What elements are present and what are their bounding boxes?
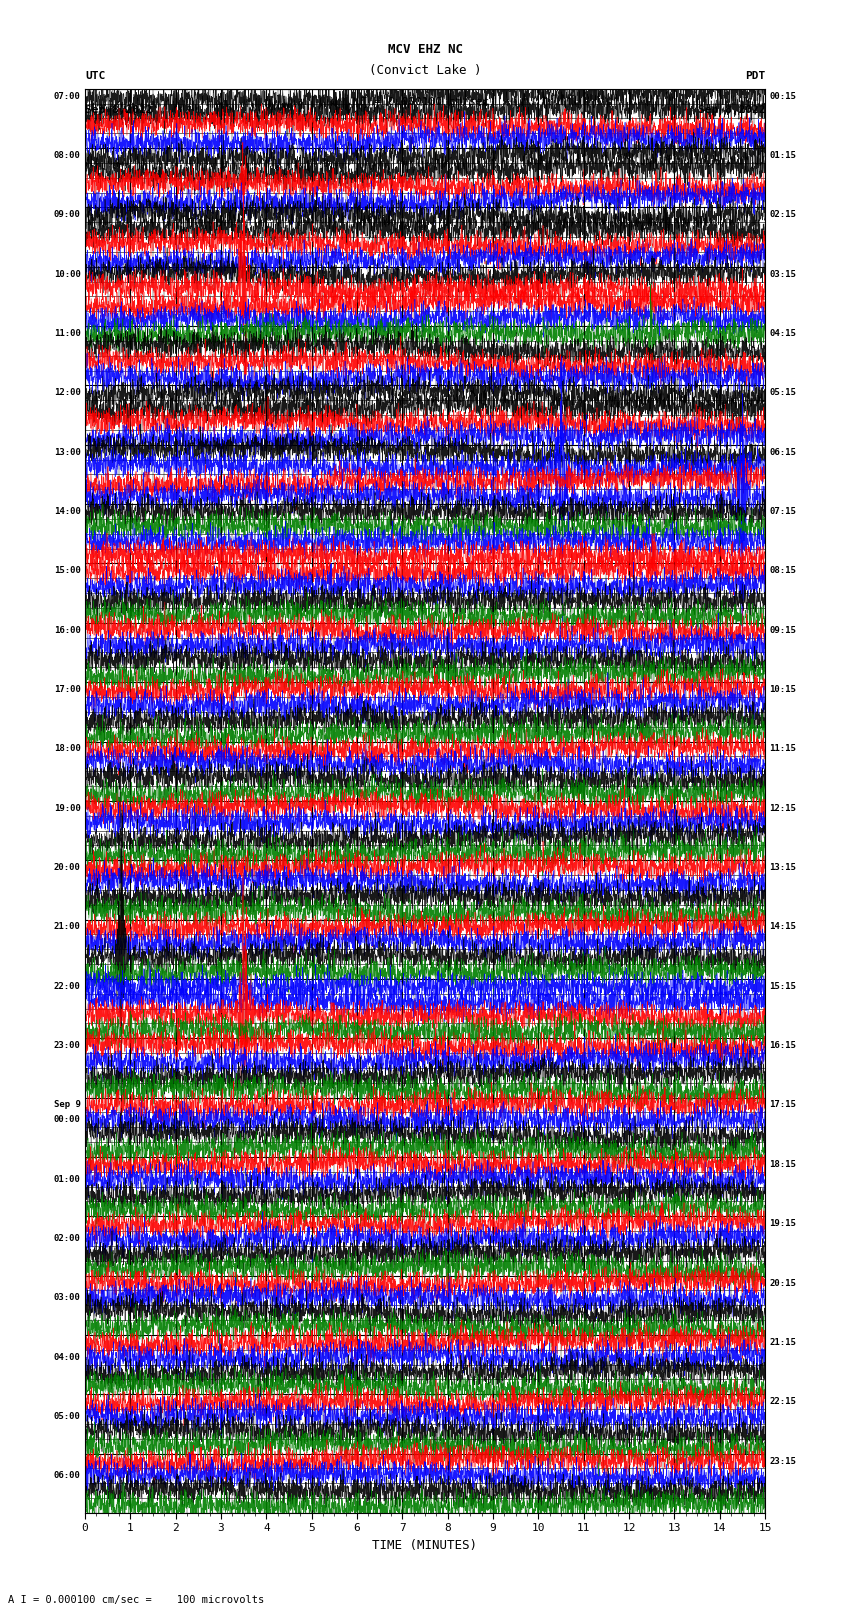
Text: 17:00: 17:00: [54, 686, 81, 694]
Text: 02:15: 02:15: [769, 210, 796, 219]
Text: 08:15: 08:15: [769, 566, 796, 576]
Text: 15:00: 15:00: [54, 566, 81, 576]
Text: 21:15: 21:15: [769, 1337, 796, 1347]
Text: 12:00: 12:00: [54, 389, 81, 397]
Text: 10:00: 10:00: [54, 269, 81, 279]
X-axis label: TIME (MINUTES): TIME (MINUTES): [372, 1539, 478, 1552]
Text: 01:00: 01:00: [54, 1174, 81, 1184]
Text: 10:15: 10:15: [769, 686, 796, 694]
Text: 12:15: 12:15: [769, 803, 796, 813]
Text: 13:00: 13:00: [54, 448, 81, 456]
Text: 07:15: 07:15: [769, 506, 796, 516]
Text: 20:15: 20:15: [769, 1279, 796, 1287]
Text: 16:00: 16:00: [54, 626, 81, 636]
Text: 18:00: 18:00: [54, 745, 81, 753]
Text: 16:15: 16:15: [769, 1040, 796, 1050]
Text: 03:15: 03:15: [769, 269, 796, 279]
Text: 05:00: 05:00: [54, 1411, 81, 1421]
Text: 20:00: 20:00: [54, 863, 81, 873]
Text: 13:15: 13:15: [769, 863, 796, 873]
Text: 01:15: 01:15: [769, 152, 796, 160]
Text: 18:15: 18:15: [769, 1160, 796, 1169]
Text: 21:00: 21:00: [54, 923, 81, 931]
Text: A I = 0.000100 cm/sec =    100 microvolts: A I = 0.000100 cm/sec = 100 microvolts: [8, 1595, 264, 1605]
Text: 14:15: 14:15: [769, 923, 796, 931]
Text: 15:15: 15:15: [769, 982, 796, 990]
Text: I = 0.000100 cm/sec: I = 0.000100 cm/sec: [361, 97, 489, 106]
Text: 11:00: 11:00: [54, 329, 81, 339]
Text: (Convict Lake ): (Convict Lake ): [369, 65, 481, 77]
Text: UTC: UTC: [85, 71, 105, 81]
Text: 22:00: 22:00: [54, 982, 81, 990]
Text: 00:15: 00:15: [769, 92, 796, 100]
Text: 09:15: 09:15: [769, 626, 796, 636]
Text: 06:15: 06:15: [769, 448, 796, 456]
Text: PDT: PDT: [745, 71, 765, 81]
Text: 19:00: 19:00: [54, 803, 81, 813]
Text: Sep 8,2022: Sep 8,2022: [698, 105, 765, 115]
Text: 03:00: 03:00: [54, 1294, 81, 1302]
Text: 06:00: 06:00: [54, 1471, 81, 1481]
Text: 00:00: 00:00: [54, 1115, 81, 1124]
Text: Sep 8,2022: Sep 8,2022: [85, 105, 152, 115]
Text: 09:00: 09:00: [54, 210, 81, 219]
Text: 11:15: 11:15: [769, 745, 796, 753]
Text: 08:00: 08:00: [54, 152, 81, 160]
Text: 14:00: 14:00: [54, 506, 81, 516]
Text: Sep 9: Sep 9: [54, 1100, 81, 1110]
Text: 02:00: 02:00: [54, 1234, 81, 1244]
Text: 05:15: 05:15: [769, 389, 796, 397]
Text: 07:00: 07:00: [54, 92, 81, 100]
Text: 04:00: 04:00: [54, 1353, 81, 1361]
Text: MCV EHZ NC: MCV EHZ NC: [388, 44, 462, 56]
Text: 19:15: 19:15: [769, 1219, 796, 1227]
Text: 23:15: 23:15: [769, 1457, 796, 1466]
Text: 23:00: 23:00: [54, 1040, 81, 1050]
Text: 22:15: 22:15: [769, 1397, 796, 1407]
Text: 04:15: 04:15: [769, 329, 796, 339]
Text: 17:15: 17:15: [769, 1100, 796, 1110]
